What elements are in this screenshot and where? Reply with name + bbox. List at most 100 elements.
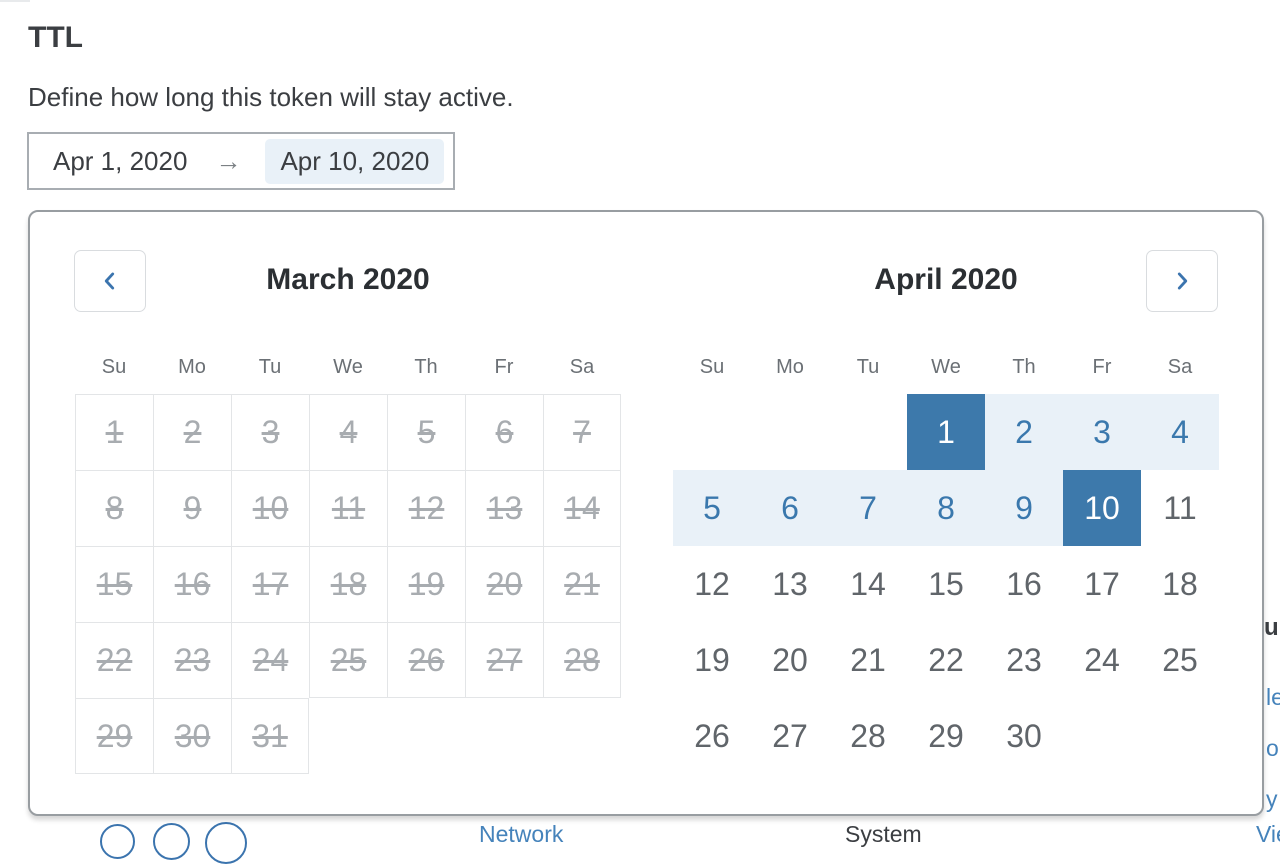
weekday-label: We bbox=[333, 356, 363, 378]
day-apr-29[interactable]: 29 bbox=[928, 717, 964, 754]
weekday-label: Tu bbox=[856, 356, 880, 378]
calendar-grid-april: 1 2 3 4 5 6 7 8 9 10 11 12 13 14 15 16 17 18 19 20 21 22 23 24 2… bbox=[673, 394, 1219, 774]
empty-cell bbox=[829, 394, 907, 470]
day-apr-12[interactable]: 12 bbox=[694, 565, 730, 602]
day-apr-6[interactable]: 6 bbox=[751, 470, 829, 546]
day-mar-12: 12 bbox=[387, 470, 465, 546]
day-apr-14[interactable]: 14 bbox=[850, 565, 886, 602]
end-date-value[interactable]: Apr 10, 2020 bbox=[265, 138, 445, 184]
background-link-fragment[interactable]: y bbox=[1266, 786, 1278, 812]
weekday-label: Sa bbox=[569, 356, 595, 378]
day-mar-2: 2 bbox=[153, 394, 231, 470]
day-mar-9: 9 bbox=[153, 470, 231, 546]
day-apr-3[interactable]: 3 bbox=[1063, 394, 1141, 470]
page-title: TTL bbox=[28, 21, 83, 54]
weekday-label: Su bbox=[101, 356, 127, 378]
empty-cell bbox=[309, 698, 387, 774]
day-mar-25: 25 bbox=[309, 622, 387, 698]
weekday-header-april: Su Mo Tu We Th Fr Sa bbox=[673, 352, 1219, 382]
day-mar-4: 4 bbox=[309, 394, 387, 470]
day-mar-11: 11 bbox=[309, 470, 387, 546]
background-text-fragment[interactable]: View bbox=[1256, 821, 1280, 847]
step-circle[interactable] bbox=[153, 823, 190, 860]
day-apr-21[interactable]: 21 bbox=[850, 641, 886, 678]
day-mar-28: 28 bbox=[543, 622, 621, 698]
empty-cell bbox=[387, 698, 465, 774]
day-apr-19[interactable]: 19 bbox=[694, 641, 730, 678]
background-link-fragment[interactable]: le bbox=[1266, 684, 1280, 710]
day-mar-1: 1 bbox=[75, 394, 153, 470]
step-circle[interactable] bbox=[100, 824, 135, 859]
weekday-label: Sa bbox=[1167, 356, 1193, 378]
day-apr-20[interactable]: 20 bbox=[772, 641, 808, 678]
day-apr-25[interactable]: 25 bbox=[1162, 641, 1198, 678]
weekday-label: Su bbox=[699, 356, 725, 378]
day-mar-5: 5 bbox=[387, 394, 465, 470]
empty-cell bbox=[751, 394, 829, 470]
day-apr-15[interactable]: 15 bbox=[928, 565, 964, 602]
empty-cell bbox=[673, 394, 751, 470]
weekday-label: Th bbox=[1012, 356, 1036, 378]
background-link-fragment[interactable]: o bbox=[1266, 735, 1279, 761]
day-mar-29: 29 bbox=[75, 698, 153, 774]
day-apr-10[interactable]: 10 bbox=[1063, 470, 1141, 546]
month-title-march: March 2020 bbox=[266, 263, 430, 296]
step-circle[interactable] bbox=[205, 822, 247, 864]
weekday-label: Fr bbox=[494, 356, 514, 378]
day-apr-22[interactable]: 22 bbox=[928, 641, 964, 678]
day-apr-11[interactable]: 11 bbox=[1163, 489, 1197, 526]
day-apr-1[interactable]: 1 bbox=[907, 394, 985, 470]
day-mar-16: 16 bbox=[153, 546, 231, 622]
empty-cell bbox=[543, 698, 621, 774]
day-mar-19: 19 bbox=[387, 546, 465, 622]
calendar-grid-march: 1 2 3 4 5 6 7 8 9 10 11 12 13 14 15 16 17 18 19 20 21 22 23 24 2… bbox=[75, 394, 621, 774]
start-date-value[interactable]: Apr 1, 2020 bbox=[53, 145, 188, 176]
day-mar-24: 24 bbox=[231, 622, 309, 698]
day-apr-18[interactable]: 18 bbox=[1162, 565, 1198, 602]
background-text-fragment[interactable]: Network bbox=[479, 821, 564, 847]
month-title-april: April 2020 bbox=[874, 263, 1018, 296]
calendar-popup: March 2020 April 2020 Su Mo Tu We Th Fr Sa Su M… bbox=[28, 210, 1264, 816]
day-apr-16[interactable]: 16 bbox=[1006, 565, 1042, 602]
day-apr-2[interactable]: 2 bbox=[985, 394, 1063, 470]
day-mar-23: 23 bbox=[153, 622, 231, 698]
background-text-fragment: System bbox=[845, 821, 922, 847]
day-mar-3: 3 bbox=[231, 394, 309, 470]
chevron-left-icon bbox=[104, 272, 115, 290]
day-apr-26[interactable]: 26 bbox=[694, 717, 730, 754]
day-apr-9[interactable]: 9 bbox=[985, 470, 1063, 546]
day-mar-8: 8 bbox=[75, 470, 153, 546]
day-mar-26: 26 bbox=[387, 622, 465, 698]
day-apr-13[interactable]: 13 bbox=[772, 565, 808, 602]
day-mar-21: 21 bbox=[543, 546, 621, 622]
day-apr-7[interactable]: 7 bbox=[829, 470, 907, 546]
date-range-input[interactable]: Apr 1, 2020 → Apr 10, 2020 bbox=[27, 132, 455, 190]
next-month-button[interactable] bbox=[1146, 250, 1218, 312]
arrow-right-icon: → bbox=[215, 145, 242, 176]
weekday-label: Th bbox=[414, 356, 438, 378]
empty-cell bbox=[1141, 698, 1219, 774]
empty-cell bbox=[465, 698, 543, 774]
day-mar-10: 10 bbox=[231, 470, 309, 546]
day-apr-28[interactable]: 28 bbox=[850, 717, 886, 754]
day-mar-7: 7 bbox=[543, 394, 621, 470]
day-apr-8[interactable]: 8 bbox=[907, 470, 985, 546]
empty-cell bbox=[1063, 698, 1141, 774]
day-apr-24[interactable]: 24 bbox=[1084, 641, 1120, 678]
weekday-label: Fr bbox=[1092, 356, 1112, 378]
prev-month-button[interactable] bbox=[74, 250, 146, 312]
weekday-label: Tu bbox=[258, 356, 282, 378]
day-mar-6: 6 bbox=[465, 394, 543, 470]
day-mar-22: 22 bbox=[75, 622, 153, 698]
page-subtitle: Define how long this token will stay act… bbox=[28, 82, 514, 112]
day-mar-30: 30 bbox=[153, 698, 231, 774]
weekday-label: We bbox=[931, 356, 961, 378]
day-apr-30[interactable]: 30 bbox=[1006, 717, 1042, 754]
day-apr-5[interactable]: 5 bbox=[673, 470, 751, 546]
day-apr-27[interactable]: 27 bbox=[772, 717, 808, 754]
day-apr-23[interactable]: 23 bbox=[1006, 641, 1042, 678]
day-apr-4[interactable]: 4 bbox=[1141, 394, 1219, 470]
weekday-header-march: Su Mo Tu We Th Fr Sa bbox=[75, 352, 621, 382]
day-apr-17[interactable]: 17 bbox=[1084, 565, 1120, 602]
